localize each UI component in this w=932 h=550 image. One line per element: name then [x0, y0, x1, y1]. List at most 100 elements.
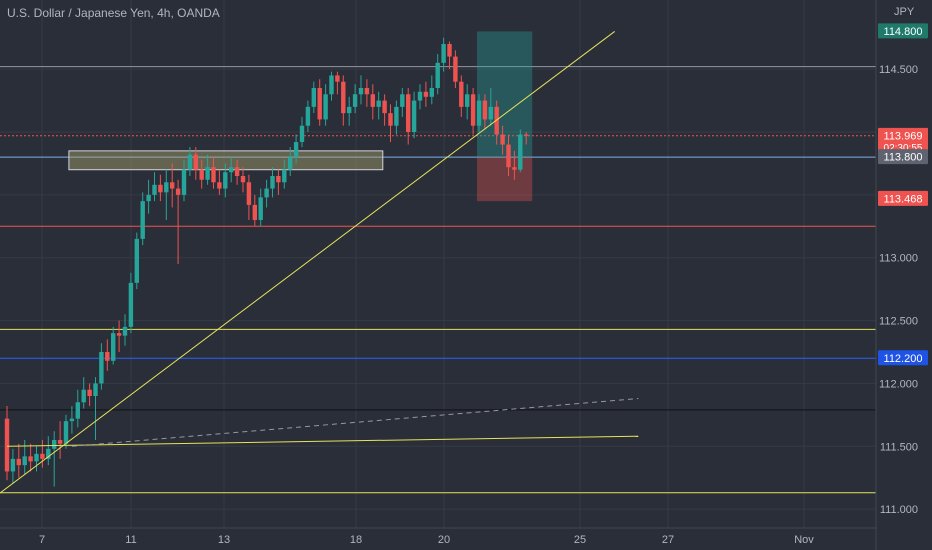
price-label-box — [878, 149, 928, 165]
candle-body — [341, 81, 346, 114]
countdown-label-text: 02:30:55 — [884, 143, 923, 154]
candle-body — [512, 167, 517, 170]
candle-body — [69, 418, 75, 422]
candle-body — [164, 182, 169, 193]
x-tick-label: 27 — [662, 534, 674, 546]
x-tick-label: 20 — [438, 534, 450, 546]
candle-body — [93, 383, 98, 396]
price-label-text: 112.200 — [884, 353, 923, 365]
candle-body — [40, 453, 45, 459]
price-label-text: 113.468 — [884, 193, 923, 205]
candle-body — [217, 182, 222, 189]
y-tick-label: 111.000 — [880, 504, 918, 516]
candle-body — [28, 456, 33, 462]
candle-body — [435, 62, 440, 88]
candle-body — [111, 333, 116, 361]
candle-body — [364, 88, 370, 95]
candle-body — [264, 188, 269, 198]
candle-body — [358, 88, 364, 95]
candle-body — [518, 134, 523, 170]
candle-body — [500, 134, 505, 145]
price-label-box — [878, 127, 928, 154]
candle-body — [494, 106, 499, 135]
price-label-box — [878, 190, 928, 206]
candle-body — [288, 157, 293, 170]
candle-body — [400, 94, 405, 107]
candle-body — [388, 113, 393, 126]
candle-body — [223, 172, 228, 189]
candle-body — [57, 440, 63, 444]
candle-body — [63, 421, 69, 444]
trendline — [71, 398, 639, 447]
candle-body — [205, 167, 210, 180]
candle-body — [46, 448, 51, 459]
candle-body — [10, 458, 16, 472]
y-tick-label: 114.500 — [879, 64, 918, 76]
candle-body — [181, 169, 187, 195]
candle-body — [470, 94, 476, 126]
candle-body — [276, 176, 281, 183]
candle-body — [370, 94, 375, 107]
candle-body — [441, 44, 446, 63]
candle-body — [252, 204, 257, 220]
candle-body — [116, 333, 122, 336]
candle-body — [175, 188, 181, 195]
candle-body — [459, 81, 464, 107]
candle-body — [240, 176, 246, 183]
candle-body — [329, 75, 334, 95]
candle-body — [52, 440, 57, 449]
candle-body — [506, 144, 511, 168]
price-label-text: 113.800 — [884, 152, 923, 164]
candle-body — [311, 88, 316, 107]
price-label-text: 113.969 — [884, 130, 923, 142]
chart-title: U.S. Dollar / Japanese Yen, 4h, OANDA — [7, 6, 220, 20]
candle-body — [376, 100, 381, 107]
candle-body — [347, 106, 352, 114]
candle-body — [229, 167, 234, 173]
support-zone — [68, 150, 384, 171]
position-stop-zone — [477, 157, 533, 202]
candle-body — [282, 169, 287, 183]
candle-body — [335, 75, 340, 82]
candle-body — [423, 91, 429, 97]
candle-body — [246, 182, 252, 205]
y-tick-label: 112.000 — [879, 378, 918, 390]
y-tick-label: 112.500 — [879, 316, 918, 328]
candle-body — [270, 176, 275, 189]
candle-body — [34, 453, 39, 462]
candle-body — [140, 201, 145, 239]
trendline — [0, 31, 616, 494]
candle-body — [488, 106, 493, 120]
candle-body — [394, 106, 399, 126]
candle-body — [99, 352, 104, 384]
candle-body — [382, 100, 387, 114]
candle-body — [105, 352, 110, 361]
candle-body — [75, 402, 80, 419]
x-tick-label: 13 — [218, 534, 230, 546]
candle-body — [352, 94, 358, 107]
trendline — [6, 435, 639, 447]
candle-body — [158, 184, 163, 193]
currency-label: JPY — [894, 6, 915, 18]
candle-body — [122, 326, 128, 336]
candle-body — [187, 154, 193, 170]
x-tick-label: 11 — [125, 534, 136, 546]
candle-body — [134, 238, 139, 283]
candle-body — [323, 94, 328, 120]
candle-body — [417, 91, 423, 101]
candle-body — [146, 194, 151, 202]
price-label-box — [878, 350, 928, 366]
candle-body — [482, 100, 488, 120]
candle-body — [317, 88, 322, 120]
candle-body — [128, 282, 134, 327]
price-label-text: 114.800 — [884, 26, 923, 38]
candle-body — [193, 154, 198, 170]
candle-body — [87, 389, 92, 396]
candle-body — [453, 56, 458, 82]
candle-body — [258, 197, 263, 220]
candle-body — [465, 94, 470, 107]
candle-body — [199, 169, 204, 180]
candle-body — [299, 125, 305, 143]
